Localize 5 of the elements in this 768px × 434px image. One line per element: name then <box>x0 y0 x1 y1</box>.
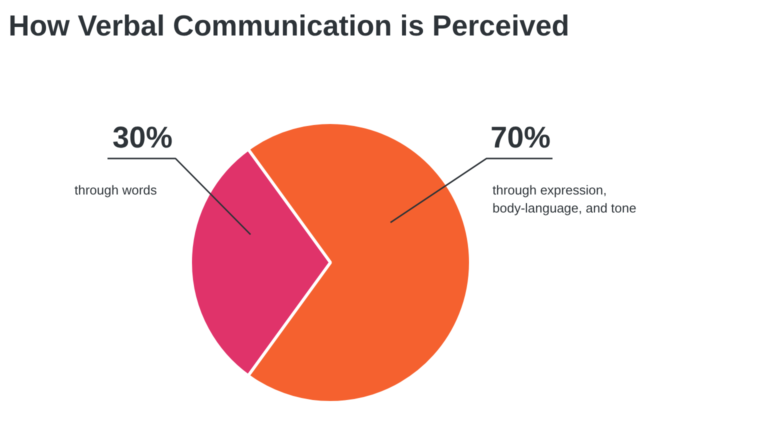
chart-title: How Verbal Communication is Perceived <box>8 10 570 42</box>
slice-label: through words <box>74 182 158 198</box>
data-label: 70% <box>490 122 551 154</box>
slice-label: through expression, body-language, and tone <box>492 182 636 216</box>
data-label: 30% <box>112 122 173 154</box>
